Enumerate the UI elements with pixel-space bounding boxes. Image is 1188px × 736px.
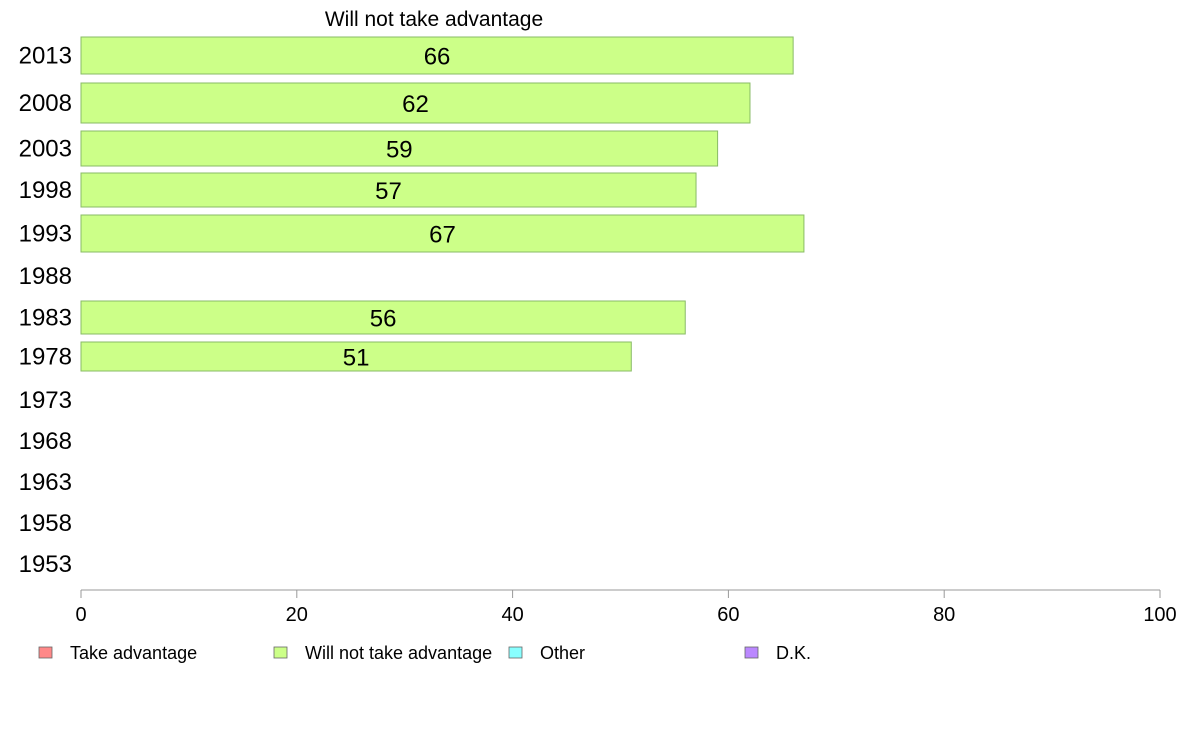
x-tick-label-100: 100 — [1143, 604, 1176, 626]
y-tick-label-1968: 1968 — [19, 428, 72, 455]
legend-swatch-will-not-take-advantage — [273, 646, 288, 659]
chart-title: Will not take advantage — [325, 8, 543, 31]
bar-1998 — [80, 172, 697, 208]
y-tick-label-1988: 1988 — [19, 263, 72, 290]
y-tick-label-1953: 1953 — [19, 551, 72, 578]
bar-2013 — [80, 36, 794, 75]
bars — [80, 36, 805, 372]
bar-1978 — [80, 341, 632, 372]
bar-1983 — [80, 300, 686, 335]
data-label-2013: 66 — [424, 44, 451, 71]
legend: Take advantage Will not take advantage Oth… — [38, 643, 811, 663]
y-tick-label-1973: 1973 — [19, 387, 72, 414]
legend-label-d-k: D.K. — [776, 643, 811, 663]
y-tick-label-2003: 2003 — [19, 136, 72, 163]
bar-2003 — [80, 130, 719, 167]
legend-label-will-not-take-advantage: Will not take advantage — [305, 643, 492, 663]
y-tick-label-1958: 1958 — [19, 510, 72, 537]
bar-2008 — [80, 82, 751, 124]
x-tick-label-60: 60 — [717, 604, 739, 626]
legend-label-take-advantage: Take advantage — [70, 643, 197, 663]
y-tick-label-1978: 1978 — [19, 344, 72, 371]
legend-swatch-take-advantage — [38, 646, 53, 659]
x-tick-label-20: 20 — [286, 604, 308, 626]
y-tick-label-2008: 2008 — [19, 90, 72, 117]
bar-1993 — [80, 214, 805, 253]
legend-label-other: Other — [540, 643, 585, 663]
data-label-1978: 51 — [343, 345, 370, 372]
data-label-1993: 67 — [429, 222, 456, 249]
x-tick-label-80: 80 — [933, 604, 955, 626]
y-tick-label-1998: 1998 — [19, 177, 72, 204]
x-tick-label-40: 40 — [501, 604, 523, 626]
x-axis: 0 20 40 60 80 100 — [75, 590, 1177, 626]
y-axis-tick-labels: 2013 2008 2003 1998 1993 1988 1983 1978 1973 1968… — [19, 43, 72, 579]
data-label-2003: 59 — [386, 137, 413, 164]
y-tick-label-1963: 1963 — [19, 469, 72, 496]
data-label-1983: 56 — [370, 306, 397, 333]
x-tick-label-0: 0 — [75, 604, 86, 626]
legend-swatch-other — [508, 646, 523, 659]
legend-swatch-d-k — [744, 646, 759, 659]
y-tick-label-2013: 2013 — [19, 43, 72, 70]
y-tick-label-1983: 1983 — [19, 305, 72, 332]
data-label-1998: 57 — [375, 178, 402, 205]
y-tick-label-1993: 1993 — [19, 221, 72, 248]
data-label-2008: 62 — [402, 91, 429, 118]
